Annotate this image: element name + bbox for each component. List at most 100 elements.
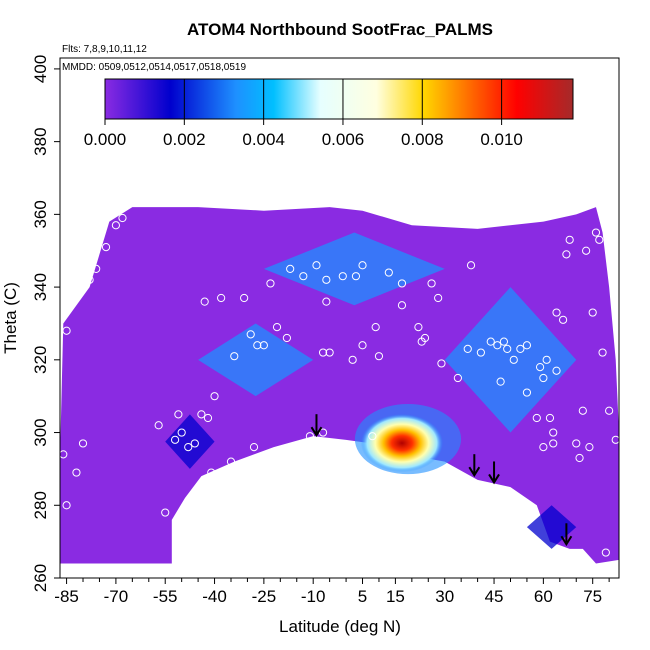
sample-point (101, 242, 111, 252)
y-tick-label: 260 (31, 564, 50, 592)
sample-point (496, 377, 505, 386)
x-tick-label: 60 (534, 587, 553, 606)
sample-point (286, 264, 295, 274)
sample-point (601, 548, 610, 557)
sample-point (184, 442, 193, 452)
sample-point (552, 308, 561, 317)
x-tick-label: 30 (435, 587, 454, 606)
tropopause-arrows (310, 414, 573, 547)
x-tick-label: -10 (301, 587, 326, 606)
y-tick-label: 280 (31, 491, 50, 519)
colorbar-gradient (104, 78, 574, 120)
blue-patch (198, 323, 314, 397)
sample-point (611, 435, 619, 444)
sample-point (60, 450, 68, 459)
blue-patch (526, 505, 577, 549)
sample-point (259, 341, 268, 350)
y-tick-label: 340 (31, 273, 50, 301)
sample-point (374, 352, 384, 361)
sample-point (522, 341, 532, 350)
colorbar-tick-label: 0.006 (322, 130, 365, 149)
sample-point (177, 428, 186, 437)
sample-point (161, 508, 170, 517)
sample-point (397, 279, 407, 288)
blue-patch (165, 414, 215, 469)
sample-point (170, 435, 180, 444)
chart-title: ATOM4 Northbound SootFrac_PALMS (187, 20, 493, 39)
sample-point (266, 279, 275, 288)
sample-point (591, 228, 601, 237)
sample-point (420, 333, 430, 343)
x-axis-label: Latitude (deg N) (279, 617, 401, 636)
sample-point (575, 453, 584, 463)
sample-point (299, 272, 308, 281)
sample-point (348, 355, 357, 364)
sample-point (588, 308, 597, 317)
x-tick-label: -70 (104, 587, 129, 606)
x-tick-label: 5 (358, 587, 367, 606)
y-axis-label: Theta (C) (1, 282, 20, 354)
sample-point (217, 293, 226, 303)
sample-point (358, 341, 367, 350)
sample-point (174, 410, 183, 419)
sample-point (549, 428, 558, 437)
sample-point (499, 337, 509, 346)
x-tick-label: -55 (153, 587, 178, 606)
sample-point (427, 279, 436, 288)
sample-point (368, 432, 377, 441)
sample-point (322, 275, 331, 284)
y-tick-label: 360 (31, 200, 50, 228)
sample-point (585, 442, 594, 452)
sample-point (207, 468, 216, 477)
sample-point (351, 272, 361, 281)
sample-point (187, 515, 196, 524)
sample-point (595, 235, 604, 244)
sample-point (312, 261, 321, 270)
x-tick-label: 15 (386, 587, 405, 606)
sample-point (549, 439, 558, 448)
tropopause-arrowhead (488, 473, 500, 485)
sample-point (197, 410, 206, 419)
sample-points (60, 213, 619, 557)
sample-point (203, 413, 213, 423)
colorbar-ticks: 0.000 0.002 0.004 0.006 0.008 0.010 (84, 79, 523, 149)
dates-label: MMDD: 0509,0512,0514,0517,0518,0519 (62, 62, 246, 73)
sample-point (578, 406, 587, 415)
sample-point (565, 235, 574, 244)
sample-point (226, 457, 236, 466)
x-tick-label: 45 (485, 587, 504, 606)
sample-point (371, 322, 380, 332)
sample-point (545, 413, 555, 423)
sample-point (111, 221, 121, 230)
sample-point (190, 439, 199, 448)
sample-point (493, 341, 502, 350)
sample-point (62, 326, 71, 335)
sample-point (92, 264, 101, 274)
tropopause-arrowhead (468, 466, 481, 478)
sample-point (539, 442, 548, 452)
sample-point (240, 293, 249, 303)
sample-point (437, 359, 446, 368)
sample-point (542, 355, 551, 364)
sample-point (322, 297, 331, 306)
x-tick-label: -40 (202, 587, 227, 606)
sample-point (118, 213, 127, 223)
sample-point (486, 337, 495, 346)
y-tick-label: 380 (31, 127, 50, 155)
x-axis: -85 -70 -55 -40 -25 -10 5 15 30 45 60 75 (54, 578, 610, 606)
sample-point (358, 261, 367, 270)
y-tick-label: 320 (31, 346, 50, 374)
sample-point (78, 439, 88, 448)
sample-point (210, 392, 219, 401)
sample-point (397, 301, 407, 310)
plot-frame (59, 57, 620, 579)
hotspot (360, 414, 444, 473)
sample-point (246, 330, 255, 339)
sample-point (318, 348, 328, 357)
sample-point (325, 348, 334, 357)
flights-label: Flts: 7,8,9,10,11,12 (62, 44, 147, 55)
y-axis: 260 280 300 320 340 360 380 400 (31, 55, 60, 592)
sample-point (230, 352, 239, 361)
sample-point (572, 439, 581, 448)
sample-point (384, 268, 393, 277)
